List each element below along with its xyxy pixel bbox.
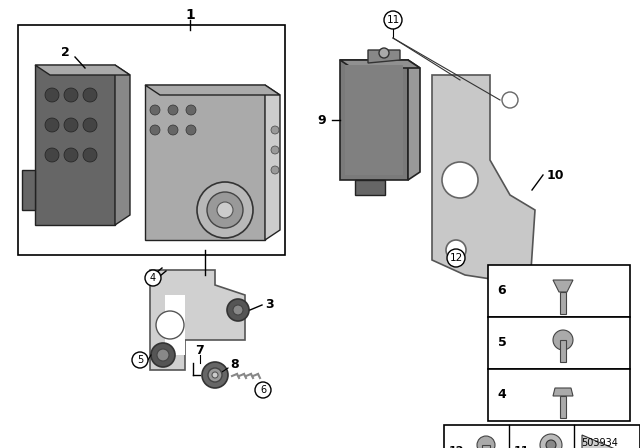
Bar — [488, 369, 630, 421]
Circle shape — [546, 440, 556, 448]
Polygon shape — [22, 170, 35, 210]
Circle shape — [83, 118, 97, 132]
Circle shape — [83, 88, 97, 102]
Polygon shape — [265, 85, 280, 240]
Circle shape — [227, 299, 249, 321]
Bar — [488, 265, 630, 317]
Bar — [18, 25, 285, 255]
Circle shape — [45, 148, 59, 162]
Text: 7: 7 — [196, 344, 204, 357]
Text: 1: 1 — [185, 8, 195, 22]
Circle shape — [442, 162, 478, 198]
Polygon shape — [115, 65, 130, 225]
Circle shape — [446, 240, 466, 260]
Polygon shape — [553, 388, 573, 396]
Text: 9: 9 — [317, 113, 326, 126]
Polygon shape — [150, 270, 245, 370]
Circle shape — [150, 125, 160, 135]
Circle shape — [45, 118, 59, 132]
Text: 12: 12 — [449, 253, 463, 263]
Text: 5: 5 — [498, 336, 506, 349]
Circle shape — [384, 11, 402, 29]
Circle shape — [132, 352, 148, 368]
Circle shape — [64, 88, 78, 102]
Circle shape — [212, 372, 218, 378]
Circle shape — [64, 118, 78, 132]
Circle shape — [83, 148, 97, 162]
Bar — [444, 425, 640, 448]
Text: 3: 3 — [266, 298, 275, 311]
Bar — [560, 340, 566, 362]
Text: 6: 6 — [498, 284, 506, 297]
Circle shape — [208, 368, 222, 382]
Text: 5: 5 — [137, 355, 143, 365]
Polygon shape — [355, 180, 385, 195]
Circle shape — [197, 182, 253, 238]
Circle shape — [145, 270, 161, 286]
Circle shape — [168, 105, 178, 115]
Bar — [488, 317, 630, 369]
Circle shape — [207, 192, 243, 228]
Circle shape — [64, 148, 78, 162]
Circle shape — [156, 311, 184, 339]
Bar — [560, 396, 566, 418]
Text: 11: 11 — [387, 15, 399, 25]
Polygon shape — [165, 295, 185, 355]
Circle shape — [255, 382, 271, 398]
Polygon shape — [553, 280, 573, 292]
Circle shape — [186, 125, 196, 135]
Bar — [560, 292, 566, 314]
Text: 10: 10 — [547, 168, 564, 181]
Circle shape — [477, 436, 495, 448]
Circle shape — [271, 166, 279, 174]
Circle shape — [553, 330, 573, 350]
Circle shape — [447, 249, 465, 267]
Bar — [482, 445, 490, 448]
Polygon shape — [345, 65, 403, 175]
Polygon shape — [35, 65, 130, 75]
Circle shape — [271, 126, 279, 134]
Text: 11: 11 — [513, 446, 529, 448]
Circle shape — [150, 105, 160, 115]
Polygon shape — [145, 85, 280, 95]
Text: 4: 4 — [150, 273, 156, 283]
Circle shape — [151, 343, 175, 367]
Text: 6: 6 — [260, 385, 266, 395]
Polygon shape — [408, 60, 420, 180]
Circle shape — [540, 434, 562, 448]
Circle shape — [157, 349, 169, 361]
Circle shape — [45, 88, 59, 102]
Circle shape — [271, 146, 279, 154]
Polygon shape — [340, 60, 420, 68]
Polygon shape — [432, 75, 535, 285]
Circle shape — [233, 305, 243, 315]
Circle shape — [217, 202, 233, 218]
Text: 12: 12 — [448, 446, 464, 448]
Text: 2: 2 — [61, 46, 69, 59]
Polygon shape — [368, 50, 400, 63]
Circle shape — [168, 125, 178, 135]
Polygon shape — [340, 60, 408, 180]
Polygon shape — [35, 65, 115, 225]
Text: 8: 8 — [230, 358, 239, 371]
Circle shape — [186, 105, 196, 115]
Text: 503934: 503934 — [582, 438, 618, 448]
Circle shape — [379, 48, 389, 58]
Polygon shape — [582, 435, 634, 448]
Text: 4: 4 — [498, 388, 506, 401]
Circle shape — [202, 362, 228, 388]
Circle shape — [502, 92, 518, 108]
Polygon shape — [145, 85, 265, 240]
